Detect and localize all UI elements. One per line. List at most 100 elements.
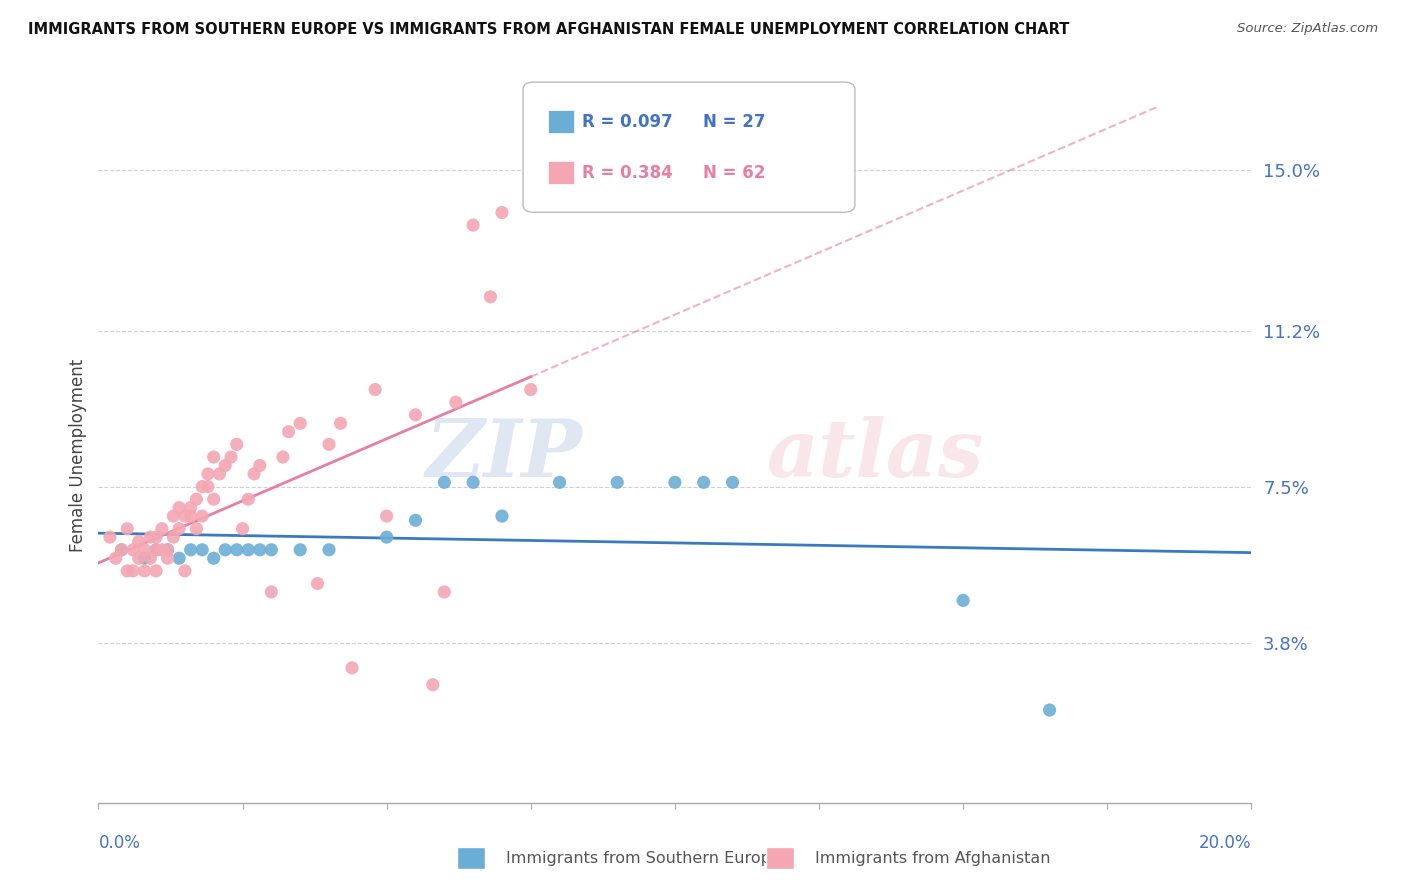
Point (260, 585, 283, 599)
Point (405, 513, 427, 527)
Point (225, 437, 247, 451)
Point (122, 564, 145, 578)
Text: Immigrants from Afghanistan: Immigrants from Afghanistan (815, 851, 1050, 865)
Point (307, 576, 329, 591)
Text: Source: ZipAtlas.com: Source: ZipAtlas.com (1237, 22, 1378, 36)
Point (110, 542, 132, 557)
Point (186, 522, 208, 536)
Point (139, 551, 162, 566)
Text: ZIP: ZIP (426, 417, 582, 493)
Point (202, 551, 225, 566)
Point (104, 551, 127, 566)
Point (231, 522, 254, 536)
Point (145, 564, 167, 578)
Point (491, 205, 513, 219)
Point (219, 450, 242, 464)
Point (405, 408, 427, 422)
Point (364, 383, 387, 397)
Point (290, 542, 312, 557)
Point (128, 534, 150, 549)
Point (491, 509, 513, 524)
Y-axis label: Female Unemployment: Female Unemployment (69, 359, 87, 551)
Point (180, 500, 202, 515)
Point (156, 542, 179, 557)
Point (238, 542, 260, 557)
Point (197, 467, 219, 481)
Point (197, 479, 219, 493)
Point (167, 522, 190, 536)
Point (156, 542, 179, 557)
Point (145, 530, 167, 544)
Text: N = 27: N = 27 (703, 112, 765, 130)
Point (150, 522, 173, 536)
Point (433, 475, 456, 490)
Point (117, 522, 139, 536)
Text: R = 0.097: R = 0.097 (582, 112, 673, 130)
Point (214, 458, 236, 473)
Point (277, 425, 299, 439)
Point (174, 564, 197, 578)
Point (180, 509, 202, 524)
Point (260, 542, 283, 557)
Text: N = 62: N = 62 (703, 164, 765, 182)
Point (162, 509, 184, 524)
Point (150, 542, 173, 557)
Point (461, 218, 484, 232)
Point (162, 530, 184, 544)
Point (461, 475, 484, 490)
Point (318, 542, 340, 557)
Point (134, 564, 156, 578)
Point (202, 450, 225, 464)
Point (122, 542, 145, 557)
Point (110, 542, 132, 557)
Point (433, 585, 456, 599)
Point (606, 475, 628, 490)
Point (444, 395, 467, 409)
Point (202, 492, 225, 507)
Point (191, 509, 214, 524)
Point (721, 475, 744, 490)
Point (174, 509, 197, 524)
Point (208, 467, 231, 481)
Point (340, 661, 363, 675)
Point (98, 530, 121, 544)
Point (225, 542, 247, 557)
Point (180, 542, 202, 557)
Text: Immigrants from Southern Europe: Immigrants from Southern Europe (506, 851, 780, 865)
Text: 20.0%: 20.0% (1199, 834, 1251, 852)
Point (186, 492, 208, 507)
Point (1038, 703, 1062, 717)
Point (191, 542, 214, 557)
Point (548, 475, 571, 490)
Point (134, 551, 156, 566)
Text: 0.0%: 0.0% (98, 834, 141, 852)
Point (249, 542, 271, 557)
Point (145, 542, 167, 557)
Point (693, 475, 716, 490)
Point (145, 542, 167, 557)
Point (117, 564, 139, 578)
Point (139, 530, 162, 544)
Point (318, 437, 340, 451)
Point (128, 551, 150, 566)
Point (167, 551, 190, 566)
Text: atlas: atlas (768, 417, 984, 493)
Point (422, 678, 444, 692)
Point (134, 542, 156, 557)
Point (479, 290, 502, 304)
Point (238, 492, 260, 507)
Point (214, 542, 236, 557)
Point (249, 458, 271, 473)
Text: R = 0.384: R = 0.384 (582, 164, 673, 182)
Text: IMMIGRANTS FROM SOUTHERN EUROPE VS IMMIGRANTS FROM AFGHANISTAN FEMALE UNEMPLOYME: IMMIGRANTS FROM SOUTHERN EUROPE VS IMMIG… (28, 22, 1070, 37)
Point (167, 500, 190, 515)
Point (290, 417, 312, 431)
Point (520, 383, 543, 397)
Point (329, 417, 352, 431)
Point (375, 509, 398, 524)
Point (664, 475, 686, 490)
Point (243, 467, 266, 481)
Point (375, 530, 398, 544)
Point (271, 450, 294, 464)
Point (156, 551, 179, 566)
